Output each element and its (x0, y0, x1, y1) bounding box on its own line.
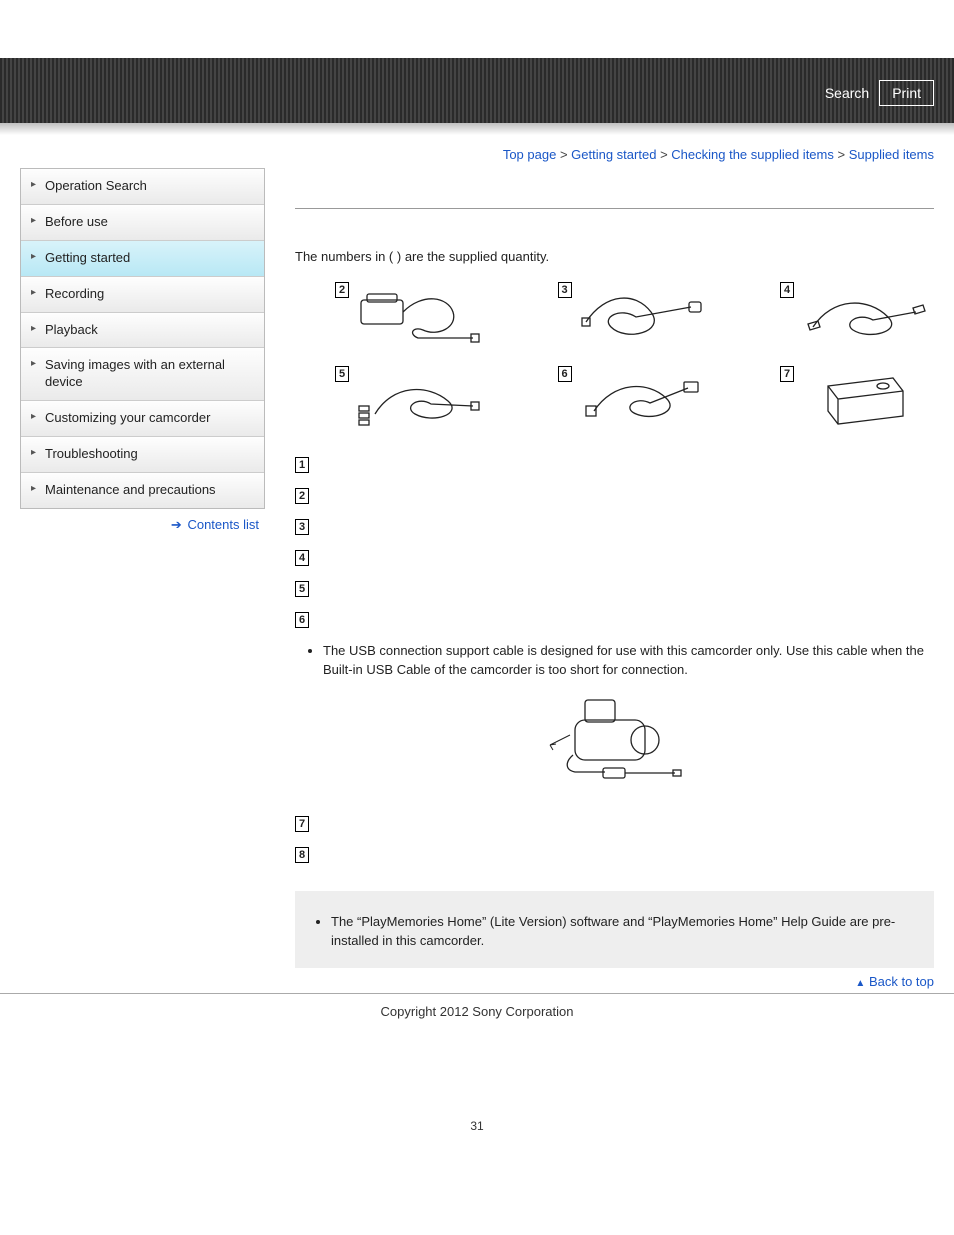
item-row-5: 5 (295, 580, 934, 597)
usb-note: The USB connection support cable is desi… (323, 642, 934, 680)
item-row-3: 3 (295, 518, 934, 535)
sidebar-wrap: Operation Search Before use Getting star… (20, 168, 265, 989)
item-row-6: 6 (295, 611, 934, 628)
triangle-up-icon: ▲ (855, 978, 865, 989)
item-list-tail: 7 8 (295, 815, 934, 863)
breadcrumb-sep: > (660, 147, 671, 162)
sidebar-item-getting-started[interactable]: Getting started (21, 241, 264, 277)
top-spacer (0, 0, 954, 58)
page-number: 31 (0, 1119, 954, 1133)
diagram-cell-7: 7 (780, 366, 928, 436)
title-rule (295, 208, 934, 209)
num-box-list-2: 2 (295, 488, 309, 504)
illus-ac-adapter (353, 282, 483, 352)
illus-usb-cable (576, 366, 706, 436)
breadcrumb-current: Supplied items (849, 147, 934, 162)
diagram-cell-3: 3 (558, 282, 706, 352)
breadcrumb-link-top[interactable]: Top page (503, 147, 557, 162)
illus-hdmi-cable (798, 282, 928, 352)
page-layout: Operation Search Before use Getting star… (0, 168, 954, 989)
breadcrumb-link-getting-started[interactable]: Getting started (571, 147, 656, 162)
copyright: Copyright 2012 Sony Corporation (0, 1004, 954, 1019)
num-box-7: 7 (780, 366, 794, 382)
sidebar: Operation Search Before use Getting star… (20, 168, 265, 509)
note-box: The “PlayMemories Home” (Lite Version) s… (295, 891, 934, 969)
breadcrumb: Top page > Getting started > Checking th… (0, 135, 954, 168)
num-box-list-3: 3 (295, 519, 309, 535)
illus-battery (798, 366, 928, 436)
num-box-list-6: 6 (295, 612, 309, 628)
sidebar-item-customizing[interactable]: Customizing your camcorder (21, 401, 264, 437)
sidebar-item-troubleshooting[interactable]: Troubleshooting (21, 437, 264, 473)
sidebar-item-before-use[interactable]: Before use (21, 205, 264, 241)
diagram-cell-2: 2 (335, 282, 483, 352)
diagram-cell-4: 4 (780, 282, 928, 352)
num-box-5: 5 (335, 366, 349, 382)
contents-list-link[interactable]: Contents list (187, 517, 259, 532)
print-button[interactable]: Print (879, 80, 934, 106)
sidebar-item-operation-search[interactable]: Operation Search (21, 169, 264, 205)
diagram-row-2: 5 6 (295, 366, 934, 436)
item-list: 1 2 3 4 5 6 (295, 456, 934, 628)
header-shadow (0, 123, 954, 135)
item-row-8: 8 (295, 846, 934, 863)
sidebar-item-maintenance[interactable]: Maintenance and precautions (21, 473, 264, 508)
num-box-6: 6 (558, 366, 572, 382)
diagram-cell-5: 5 (335, 366, 483, 436)
back-to-top-link[interactable]: Back to top (869, 974, 934, 989)
num-box-4: 4 (780, 282, 794, 298)
diagram-cell-6: 6 (558, 366, 706, 436)
breadcrumb-link-checking[interactable]: Checking the supplied items (671, 147, 834, 162)
back-to-top-row: ▲ Back to top (295, 974, 934, 989)
item-row-2: 2 (295, 487, 934, 504)
center-illus-camcorder (295, 690, 934, 793)
footer-rule (0, 993, 954, 994)
contents-list-row: ➔ Contents list (20, 509, 265, 539)
breadcrumb-sep: > (838, 147, 849, 162)
intro-text: The numbers in ( ) are the supplied quan… (295, 249, 934, 264)
num-box-3: 3 (558, 282, 572, 298)
num-box-list-1: 1 (295, 457, 309, 473)
num-box-list-4: 4 (295, 550, 309, 566)
item-row-4: 4 (295, 549, 934, 566)
header-controls: Search Print (825, 80, 934, 106)
note-text: The “PlayMemories Home” (Lite Version) s… (331, 913, 916, 951)
breadcrumb-sep: > (560, 147, 571, 162)
num-box-2: 2 (335, 282, 349, 298)
num-box-list-8: 8 (295, 847, 309, 863)
arrow-right-icon: ➔ (171, 517, 182, 532)
illus-power-cord (576, 282, 706, 352)
sidebar-item-recording[interactable]: Recording (21, 277, 264, 313)
main-content: The numbers in ( ) are the supplied quan… (295, 168, 934, 989)
item-row-7: 7 (295, 815, 934, 832)
header-bar: Search Print (0, 58, 954, 123)
num-box-list-7: 7 (295, 816, 309, 832)
usb-note-list: The USB connection support cable is desi… (323, 642, 934, 680)
item-row-1: 1 (295, 456, 934, 473)
illus-av-cable (353, 366, 483, 436)
sidebar-item-playback[interactable]: Playback (21, 313, 264, 349)
diagram-row-1: 2 3 (295, 282, 934, 352)
num-box-list-5: 5 (295, 581, 309, 597)
search-link[interactable]: Search (825, 85, 869, 101)
sidebar-item-saving-images[interactable]: Saving images with an external device (21, 348, 264, 401)
